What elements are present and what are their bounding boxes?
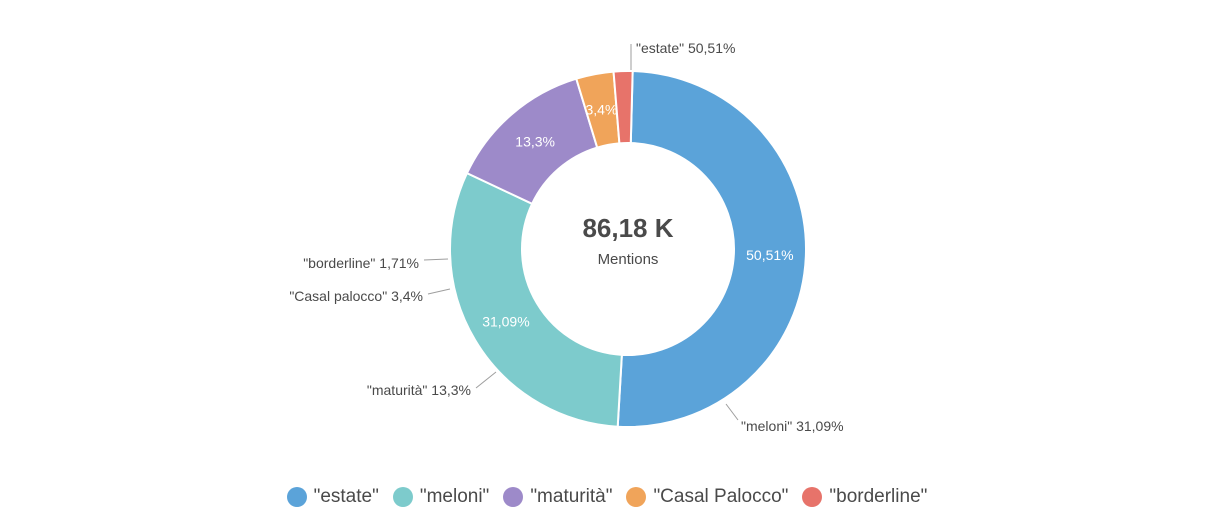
legend-item-meloni[interactable]: "meloni" — [392, 486, 490, 508]
legend-label-meloni: "meloni" — [419, 486, 490, 507]
slice-borderline[interactable] — [612, 70, 634, 145]
legend-dot-maturita — [503, 487, 524, 507]
center-total-label: Mentions — [598, 251, 659, 268]
donut-chart-svg: 50,51% "estate" 50,51% 31,09% "meloni" 31,0… — [289, 40, 844, 434]
slice-estate[interactable] — [616, 70, 807, 428]
legend-label-casal-palocco: "Casal Palocco" — [653, 486, 789, 507]
legend-dot-estate — [286, 487, 307, 507]
chart-legend: "estate" "meloni" "maturità" "Casal Palo… — [0, 486, 1214, 508]
slice-outer-label-borderline: "borderline" 1,71% — [303, 255, 419, 271]
leader-line-maturità — [475, 371, 497, 389]
legend-label-estate: "estate" — [313, 486, 379, 507]
slice-outer-label-meloni: "meloni" 31,09% — [741, 418, 844, 434]
legend-item-casal-palocco[interactable]: "Casal Palocco" — [626, 486, 788, 508]
legend-dot-meloni — [392, 487, 413, 507]
legend-item-estate[interactable]: "estate" — [286, 486, 379, 508]
slice-outer-label-maturità: "maturità" 13,3% — [367, 382, 471, 398]
legend-dot-borderline — [802, 487, 823, 507]
slice-inner-label-estate: 50,51% — [746, 247, 793, 263]
legend-item-borderline[interactable]: "borderline" — [802, 486, 927, 508]
legend-item-maturita[interactable]: "maturità" — [503, 486, 612, 508]
leader-line-borderline — [423, 258, 449, 261]
leader-line-meloni — [725, 403, 739, 421]
leader-line-casal-palocco — [427, 288, 451, 295]
slice-meloni[interactable] — [449, 171, 623, 428]
slice-inner-label-maturità: 13,3% — [515, 134, 555, 150]
slice-outer-label-casal-palocco: "Casal palocco" 3,4% — [289, 288, 423, 304]
center-total-value: 86,18 K — [582, 213, 673, 243]
slice-inner-label-casal-palocco: 3,4% — [585, 102, 617, 118]
legend-dot-casal-palocco — [626, 487, 647, 507]
legend-label-maturita: "maturità" — [530, 486, 613, 507]
slice-inner-label-meloni: 31,09% — [482, 314, 529, 330]
slice-outer-label-estate: "estate" 50,51% — [636, 40, 735, 56]
legend-label-borderline: "borderline" — [829, 486, 928, 507]
